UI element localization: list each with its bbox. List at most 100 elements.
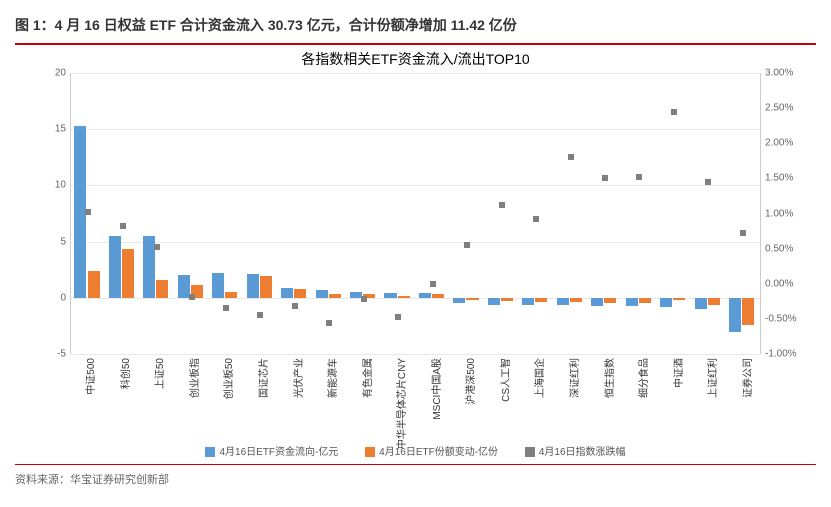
marker-pct — [292, 303, 298, 309]
x-tick-label: 上海国企 — [531, 358, 546, 398]
marker-pct — [430, 281, 436, 287]
x-tick-label: 恒生指数 — [601, 358, 616, 398]
marker-pct — [154, 244, 160, 250]
bar-flow — [316, 290, 328, 298]
legend-label: 4月16日指数涨跌幅 — [539, 447, 626, 458]
bar-group — [588, 73, 622, 354]
x-tick-label: 中华半导体芯片CNY — [393, 358, 408, 449]
x-tick-label: 沪港深500 — [462, 358, 477, 405]
y2-tick-label: 2.00% — [765, 138, 810, 149]
bar-group — [381, 73, 415, 354]
bar-group — [105, 73, 139, 354]
bar-group — [726, 73, 760, 354]
marker-pct — [326, 320, 332, 326]
marker-pct — [636, 174, 642, 180]
bar-group — [484, 73, 518, 354]
bar-flow — [419, 293, 431, 297]
bar-group — [243, 73, 277, 354]
y2-tick-label: 1.00% — [765, 208, 810, 219]
x-tick-label: 光伏产业 — [290, 358, 305, 398]
y1-tick-label: 0 — [31, 292, 66, 303]
marker-pct — [257, 312, 263, 318]
bar-flow — [247, 274, 259, 298]
bar-group — [553, 73, 587, 354]
bar-shares — [708, 298, 720, 305]
legend-item: 4月16日指数涨跌幅 — [525, 443, 626, 458]
bar-group — [416, 73, 450, 354]
plot-inner: -505101520-1.00%-0.50%0.00%0.50%1.00%1.5… — [70, 73, 761, 354]
legend-item: 4月16日ETF份额变动-亿份 — [365, 443, 498, 458]
y2-tick-label: 1.50% — [765, 173, 810, 184]
bar-flow — [384, 293, 396, 297]
x-tick-label: CS人工智 — [497, 358, 512, 402]
bar-shares — [432, 294, 444, 297]
chart-title: 各指数相关ETF资金流入/流出TOP10 — [15, 45, 816, 73]
bar-group — [140, 73, 174, 354]
x-tick-label: 中证500 — [82, 358, 97, 395]
y1-tick-label: 5 — [31, 236, 66, 247]
bar-flow — [660, 298, 672, 307]
bar-flow — [488, 298, 500, 305]
bar-flow — [522, 298, 534, 305]
marker-pct — [395, 314, 401, 320]
bar-shares — [156, 280, 168, 298]
legend-swatch-icon — [365, 447, 375, 457]
bar-flow — [557, 298, 569, 305]
y2-tick-label: -1.00% — [765, 349, 810, 360]
y2-tick-label: 2.50% — [765, 103, 810, 114]
y2-tick-label: 0.00% — [765, 278, 810, 289]
marker-pct — [533, 216, 539, 222]
bar-shares — [260, 276, 272, 297]
legend-swatch-icon — [525, 447, 535, 457]
bar-group — [347, 73, 381, 354]
x-tick-label: MSCI中国A股 — [428, 358, 443, 420]
bar-flow — [212, 273, 224, 298]
x-tick-label: 创业板指 — [186, 358, 201, 398]
x-tick-label: 证券公司 — [739, 358, 754, 398]
bar-shares — [570, 298, 582, 302]
y1-tick-label: -5 — [31, 349, 66, 360]
marker-pct — [223, 305, 229, 311]
bar-shares — [535, 298, 547, 302]
marker-pct — [499, 202, 505, 208]
bar-flow — [453, 298, 465, 304]
x-tick-label: 上证50 — [151, 358, 166, 389]
bar-flow — [109, 236, 121, 298]
bar-group — [278, 73, 312, 354]
bar-group — [174, 73, 208, 354]
bar-shares — [294, 289, 306, 298]
source-text: 资料来源：华宝证券研究创新部 — [15, 465, 816, 487]
bar-shares — [88, 271, 100, 298]
marker-pct — [671, 109, 677, 115]
chart-wrap: 各指数相关ETF资金流入/流出TOP10 -505101520-1.00%-0.… — [15, 45, 816, 465]
marker-pct — [464, 242, 470, 248]
bar-flow — [695, 298, 707, 309]
legend-item: 4月16日ETF资金流向-亿元 — [205, 443, 338, 458]
bar-shares — [466, 298, 478, 300]
marker-pct — [602, 175, 608, 181]
bar-group — [519, 73, 553, 354]
bar-shares — [639, 298, 651, 304]
legend-label: 4月16日ETF份额变动-亿份 — [379, 447, 498, 458]
figure-container: 图 1：4 月 16 日权益 ETF 合计资金流入 30.73 亿元，合计份额净… — [0, 0, 831, 507]
x-tick-label: 科创50 — [117, 358, 132, 389]
bar-shares — [604, 298, 616, 304]
bar-shares — [501, 298, 513, 301]
y1-tick-label: 20 — [31, 68, 66, 79]
x-tick-label: 有色金属 — [359, 358, 374, 398]
bar-group — [691, 73, 725, 354]
bar-group — [71, 73, 105, 354]
marker-pct — [740, 230, 746, 236]
bar-shares — [398, 296, 410, 298]
marker-pct — [705, 179, 711, 185]
marker-pct — [85, 209, 91, 215]
bar-shares — [329, 294, 341, 297]
marker-pct — [568, 154, 574, 160]
gridline — [71, 354, 760, 355]
bar-flow — [626, 298, 638, 306]
bar-shares — [742, 298, 754, 325]
legend: 4月16日ETF资金流向-亿元 4月16日ETF份额变动-亿份 4月16日指数涨… — [15, 443, 816, 458]
x-tick-label: 国证芯片 — [255, 358, 270, 398]
bar-group — [312, 73, 346, 354]
bar-group — [657, 73, 691, 354]
